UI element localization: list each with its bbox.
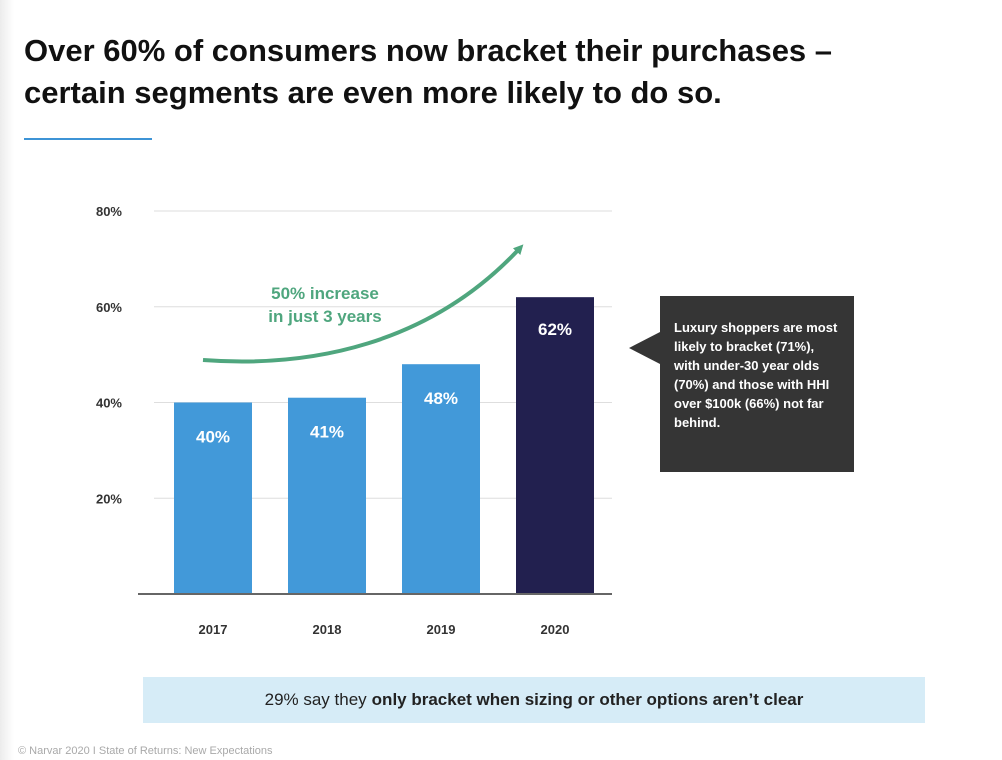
data-label-2019: 48% (424, 389, 458, 408)
left-edge-shade (0, 0, 14, 760)
y-tick-label: 20% (96, 491, 122, 506)
data-label-2018: 41% (310, 423, 344, 442)
y-tick-label: 60% (96, 300, 122, 315)
callout-pointer (629, 332, 660, 364)
y-tick-label: 40% (96, 396, 122, 411)
callout-box: Luxury shoppers are most likely to brack… (660, 296, 854, 472)
bar-chart: 20% 40% 60% 80% 40% 41% 48% 62% 2017 2018 2019 20… (96, 204, 612, 637)
y-tick-label: 80% (96, 204, 122, 219)
page-title: Over 60% of consumers now bracket their … (24, 30, 984, 114)
callout-text: Luxury shoppers are most likely to brack… (674, 320, 838, 430)
x-tick-label-2017: 2017 (199, 622, 228, 637)
bar-2018 (288, 397, 366, 594)
trend-arrow (202, 244, 524, 364)
data-label-2020: 62% (538, 320, 572, 339)
title-line-2: certain segments are even more likely to… (24, 75, 722, 110)
banner-text-normal: 29% say they (264, 690, 367, 709)
annotation-line-1: 50% increase (271, 284, 379, 303)
annotation-line-2: in just 3 years (268, 307, 381, 326)
x-tick-label-2019: 2019 (427, 622, 456, 637)
title-line-1: Over 60% of consumers now bracket their … (24, 33, 833, 68)
banner-text-bold: only bracket when sizing or other option… (371, 690, 804, 709)
data-label-2017: 40% (196, 428, 230, 447)
bottom-banner: 29% say they only bracket when sizing or… (143, 677, 925, 723)
bar-2019 (402, 364, 480, 594)
x-tick-label-2020: 2020 (541, 622, 570, 637)
x-tick-label-2018: 2018 (313, 622, 342, 637)
footer-copyright: © Narvar 2020 I State of Returns: New Ex… (18, 745, 273, 757)
bar-2020 (516, 297, 594, 594)
title-underline (24, 138, 152, 140)
bar-2017 (174, 402, 252, 594)
